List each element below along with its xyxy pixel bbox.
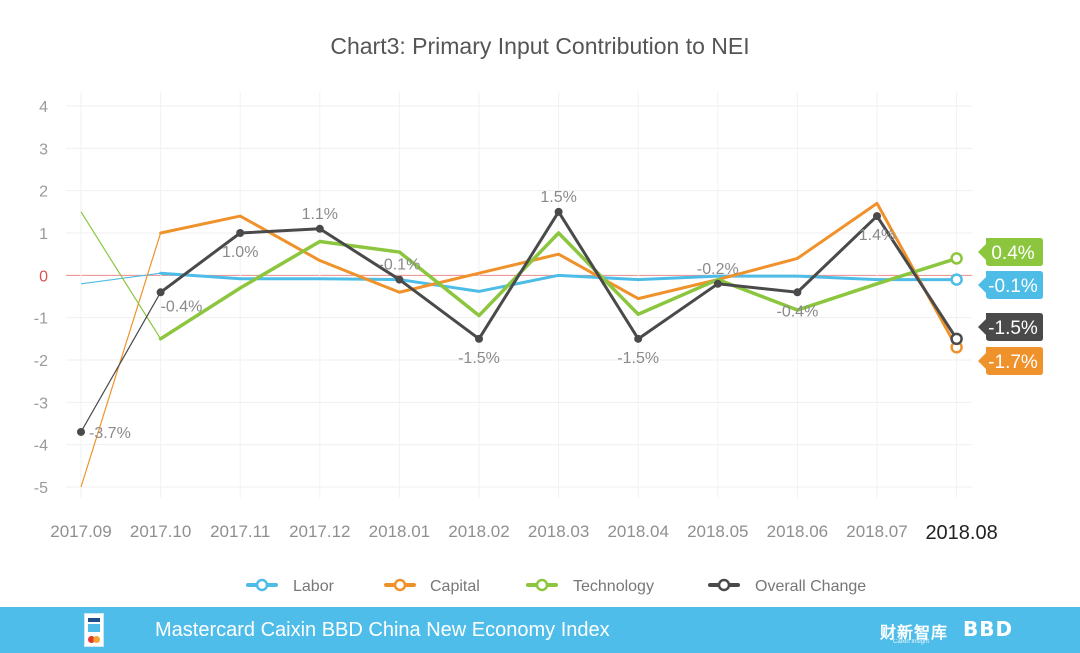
x-tick-label: 2018.08 xyxy=(925,522,997,544)
end-tag-label: -1.5% xyxy=(988,318,1038,339)
series-segment-capital xyxy=(80,232,162,488)
x-tick-label: 2018.05 xyxy=(687,522,748,541)
legend-swatch-marker xyxy=(717,578,731,592)
end-marker-labor xyxy=(950,273,963,286)
data-label: -0.1% xyxy=(379,257,421,274)
legend-label: Capital xyxy=(430,578,480,595)
end-tag: -1.5% xyxy=(978,313,1043,341)
data-label: -1.5% xyxy=(458,350,500,367)
data-label: 1.5% xyxy=(540,189,576,206)
x-tick-label: 2018.02 xyxy=(448,522,509,541)
data-label: -1.5% xyxy=(617,350,659,367)
x-tick-label: 2017.11 xyxy=(210,522,270,541)
caixin-insight-subtitle: Caixin Insight xyxy=(893,639,930,645)
end-tag-box xyxy=(978,313,1043,341)
x-tick-label: 2018.07 xyxy=(846,522,907,541)
end-tag-label: -1.7% xyxy=(988,352,1038,373)
data-label: -0.4% xyxy=(161,298,203,315)
y-tick-label: 2 xyxy=(39,184,48,201)
overall-change-point xyxy=(713,279,722,288)
nei-logo-icon xyxy=(84,613,104,647)
end-tag: 0.4% xyxy=(978,238,1043,266)
series-line-technology xyxy=(158,231,959,341)
overall-change-point xyxy=(793,288,802,297)
y-tick-label: 0 xyxy=(39,268,48,285)
end-tag-box xyxy=(978,271,1043,299)
footer-bar: Mastercard Caixin BBD China New Economy … xyxy=(0,607,1080,653)
legend-swatch-marker xyxy=(535,578,549,592)
y-tick-label: 4 xyxy=(39,99,48,116)
legend-label: Labor xyxy=(293,578,335,595)
end-tag-box xyxy=(978,347,1043,375)
data-label: -0.2% xyxy=(697,261,739,278)
data-label: -3.7% xyxy=(89,425,131,442)
footer-title: Mastercard Caixin BBD China New Economy … xyxy=(155,619,610,641)
overall-change-point xyxy=(634,334,643,343)
x-tick-label: 2017.10 xyxy=(130,522,191,541)
series-line-labor xyxy=(159,271,959,293)
data-label: -0.4% xyxy=(777,303,819,320)
overall-change-point xyxy=(156,288,165,297)
y-tick-label: 3 xyxy=(39,141,48,158)
y-tick-label: -1 xyxy=(34,311,48,328)
x-tick-label: 2017.09 xyxy=(50,522,111,541)
y-tick-label: -3 xyxy=(34,395,48,412)
series-segment-overall-change xyxy=(80,291,162,433)
x-tick-label: 2017.12 xyxy=(289,522,350,541)
caixin-insight-logo: 财新智库 xyxy=(880,625,949,642)
overall-change-point xyxy=(554,207,563,216)
overall-change-point xyxy=(315,224,324,233)
end-marker-technology xyxy=(950,252,963,265)
data-label: 1.4% xyxy=(859,227,895,244)
y-tick-label: -4 xyxy=(34,438,48,455)
overall-change-point xyxy=(236,229,245,237)
end-tag-label: 0.4% xyxy=(991,243,1034,264)
x-tick-label: 2018.06 xyxy=(767,522,828,541)
end-tag-box xyxy=(978,238,1043,266)
data-label: 1.0% xyxy=(222,244,258,261)
legend-label: Overall Change xyxy=(755,578,866,595)
end-tag: -0.1% xyxy=(978,271,1043,299)
chart-title: Chart3: Primary Input Contribution to NE… xyxy=(330,33,749,59)
overall-change-point xyxy=(77,427,85,436)
bbd-logo: BBD xyxy=(963,617,1014,641)
y-tick-label: -2 xyxy=(34,353,48,370)
end-tag: -1.7% xyxy=(978,347,1043,375)
y-tick-label: -5 xyxy=(34,480,48,497)
series-line-capital xyxy=(159,201,959,349)
end-tag-label: -0.1% xyxy=(988,276,1038,297)
legend-swatch-marker xyxy=(393,578,407,592)
overall-change-point xyxy=(475,334,483,343)
data-label: 1.1% xyxy=(302,206,338,223)
x-tick-label: 2018.04 xyxy=(607,522,668,541)
y-tick-label: 1 xyxy=(39,226,48,243)
legend-label: Technology xyxy=(573,578,654,595)
legend-swatch-marker xyxy=(255,578,269,592)
line-chart: Chart3: Primary Input Contribution to NE… xyxy=(34,33,1043,595)
overall-change-point xyxy=(395,275,404,284)
series-segment-technology xyxy=(80,211,162,340)
end-marker-overall-change xyxy=(950,332,963,346)
x-tick-label: 2018.01 xyxy=(369,522,430,541)
overall-change-point xyxy=(873,212,881,221)
x-tick-label: 2018.03 xyxy=(528,522,589,541)
